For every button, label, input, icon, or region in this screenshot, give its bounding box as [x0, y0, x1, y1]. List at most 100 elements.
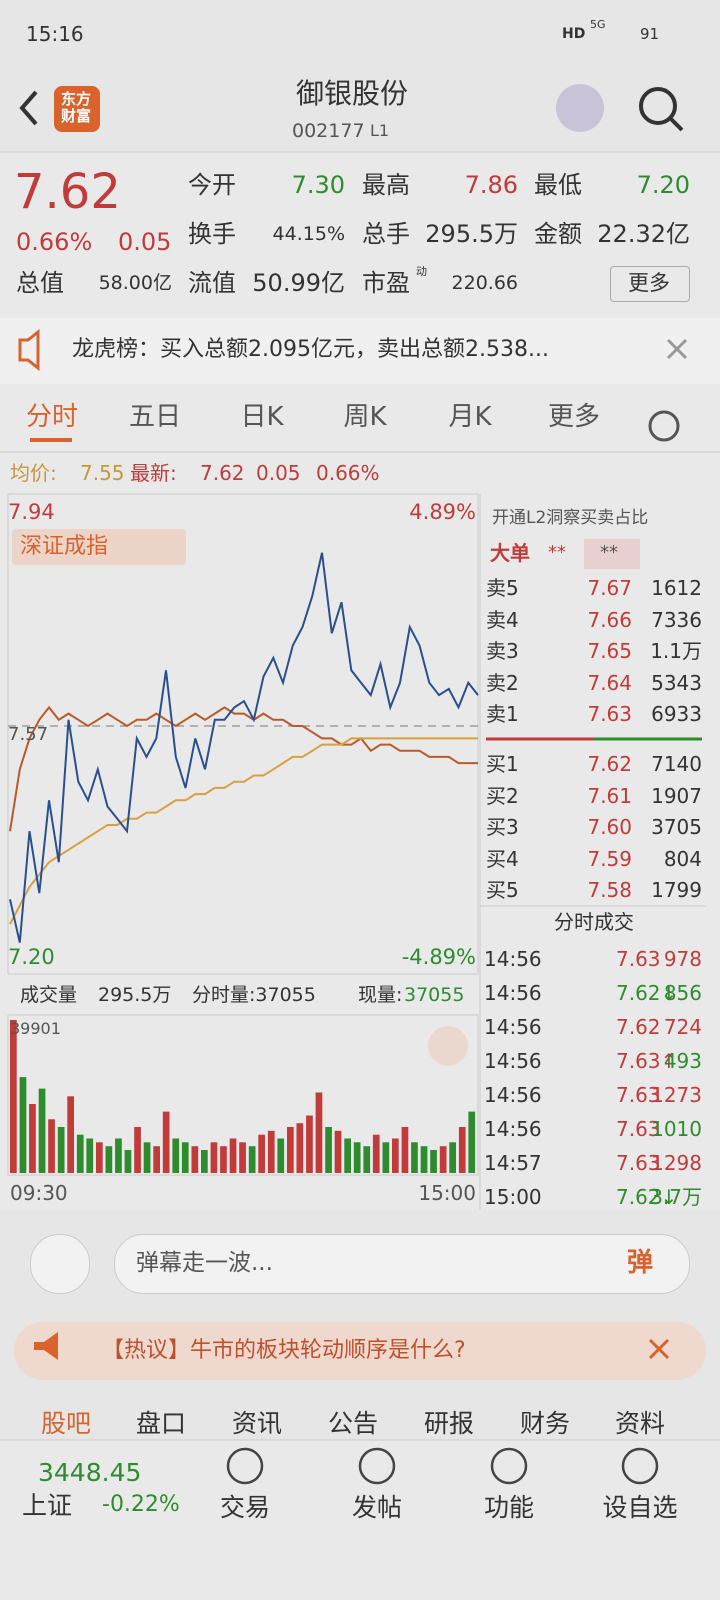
l2-header[interactable]: 开通L2洞察买卖占比: [492, 507, 649, 528]
bottom-tab[interactable]: 资料: [614, 1408, 666, 1438]
field-sup: 动: [416, 264, 427, 278]
trade-time: 14:57: [484, 1151, 542, 1175]
nav-item[interactable]: 功能: [483, 1492, 535, 1522]
field-value: 295.5万: [425, 220, 518, 248]
hot-bar[interactable]: [14, 1322, 706, 1380]
bottom-tab[interactable]: 盘口: [135, 1408, 187, 1438]
more-button[interactable]: [610, 266, 690, 302]
nav-item[interactable]: 发帖: [351, 1492, 403, 1522]
trades-title[interactable]: 分时成交: [554, 910, 634, 934]
robot-avatar[interactable]: [556, 84, 604, 132]
nav-icon: [621, 1447, 659, 1485]
book-label: 买3: [486, 815, 519, 839]
expand-icon[interactable]: [428, 1026, 468, 1066]
book-volume: 7140: [651, 752, 702, 776]
trade-time: 14:56: [484, 1015, 542, 1039]
bottom-tab[interactable]: 公告: [327, 1408, 379, 1438]
back-icon[interactable]: [19, 90, 38, 126]
volume-bar: [57, 1127, 65, 1173]
close-notice[interactable]: [666, 338, 688, 360]
volume-bar: [458, 1127, 466, 1173]
tab[interactable]: 周K: [343, 402, 387, 432]
notice-text[interactable]: 龙虎榜：买入总额2.095亿元，卖出总额2.538...: [72, 337, 549, 362]
index-pct: -0.22%: [102, 1492, 180, 1517]
latest-value: 7.62: [200, 461, 245, 485]
danmu-placeholder[interactable]: 弹幕走一波...: [136, 1249, 273, 1276]
trade-volume: 1273: [651, 1083, 702, 1107]
nav-item[interactable]: 交易: [219, 1492, 271, 1522]
bottom-tab[interactable]: 财务: [519, 1408, 571, 1438]
volume-bar: [315, 1092, 323, 1173]
book-label: 卖2: [486, 670, 519, 695]
volume-bar: [67, 1096, 74, 1173]
volume-bar: [306, 1115, 313, 1173]
nav-item[interactable]: 设自选: [602, 1492, 678, 1522]
speaker-icon: [18, 328, 40, 372]
index-tag[interactable]: 深证成指: [20, 534, 109, 559]
volume-bar: [210, 1142, 218, 1173]
tab[interactable]: 五日: [128, 402, 182, 432]
volume-bar: [449, 1142, 456, 1173]
trade-volume: 493: [663, 1049, 702, 1073]
book-price: 7.59: [587, 846, 632, 871]
volume-bar: [201, 1150, 208, 1173]
x-start-label: 09:30: [10, 1181, 68, 1205]
volume-bar: [162, 1111, 170, 1173]
bottom-tab[interactable]: 股吧: [40, 1408, 92, 1438]
book-label: 卖4: [486, 607, 519, 632]
tab[interactable]: 月K: [448, 402, 492, 432]
field-value: 50.99亿: [252, 269, 345, 297]
volume-bar: [48, 1119, 55, 1173]
danmu-settings[interactable]: [30, 1234, 90, 1294]
current-label: 现量:: [358, 983, 403, 1006]
tab[interactable]: 分时: [25, 402, 79, 432]
volume-label[interactable]: 成交量: [20, 983, 78, 1006]
field-value: 22.32亿: [597, 220, 690, 248]
volume-bar: [325, 1127, 332, 1173]
volume-bar: [420, 1146, 428, 1173]
volume-bar: [401, 1127, 409, 1173]
field-label: 金额: [534, 220, 582, 248]
hot-text[interactable]: 【热议】牛市的板块轮动顺序是什么?: [102, 1338, 466, 1363]
search-icon[interactable]: [639, 87, 677, 125]
tab[interactable]: 日K: [240, 402, 284, 432]
volume-bar: [172, 1138, 180, 1173]
logo-text[interactable]: 东方财富: [61, 90, 92, 125]
logo[interactable]: [54, 86, 100, 132]
latest-label: 最新:: [130, 461, 177, 485]
bottom-tab[interactable]: 资讯: [231, 1408, 283, 1438]
minute-volume: 分时量:37055: [192, 983, 316, 1006]
nav-icon: [358, 1447, 396, 1485]
close-hot[interactable]: [648, 1338, 670, 1360]
notice-bar[interactable]: [0, 318, 720, 384]
field-value: 58.00亿: [98, 271, 172, 294]
book-volume: 6933: [651, 702, 702, 726]
settings-icon[interactable]: [648, 410, 680, 442]
danmu-input[interactable]: [114, 1234, 690, 1294]
book-volume: 5343: [651, 670, 702, 695]
tab[interactable]: 更多: [547, 402, 601, 432]
price: 7.62: [14, 164, 121, 220]
nav-icon: [490, 1447, 528, 1485]
field-label: 最低: [534, 171, 582, 199]
volume-bar: [296, 1123, 304, 1173]
trade-price: 7.62↓: [616, 981, 678, 1005]
danmu-button[interactable]: 弹: [626, 1248, 654, 1278]
volume-bar: [353, 1142, 361, 1173]
field-value: 7.30: [291, 171, 345, 199]
index-value: 3448.45: [38, 1457, 142, 1487]
more-button-text[interactable]: 更多: [628, 270, 670, 295]
book-price: 7.65: [587, 639, 632, 663]
big-order-bar: [584, 539, 640, 569]
volume-bar: [19, 1077, 27, 1173]
big-order: 大单: [490, 541, 530, 565]
trade-time: 15:00: [484, 1185, 542, 1209]
bottom-tab[interactable]: 研报: [423, 1408, 475, 1438]
field-label: 市盈: [362, 269, 410, 297]
volume-bar: [86, 1138, 94, 1173]
index-tag-bg: [12, 529, 186, 565]
volume-bar: [10, 1020, 17, 1173]
volume-bar: [191, 1146, 199, 1173]
book-price: 7.63: [587, 702, 632, 726]
hd-icon: HD: [562, 26, 586, 42]
